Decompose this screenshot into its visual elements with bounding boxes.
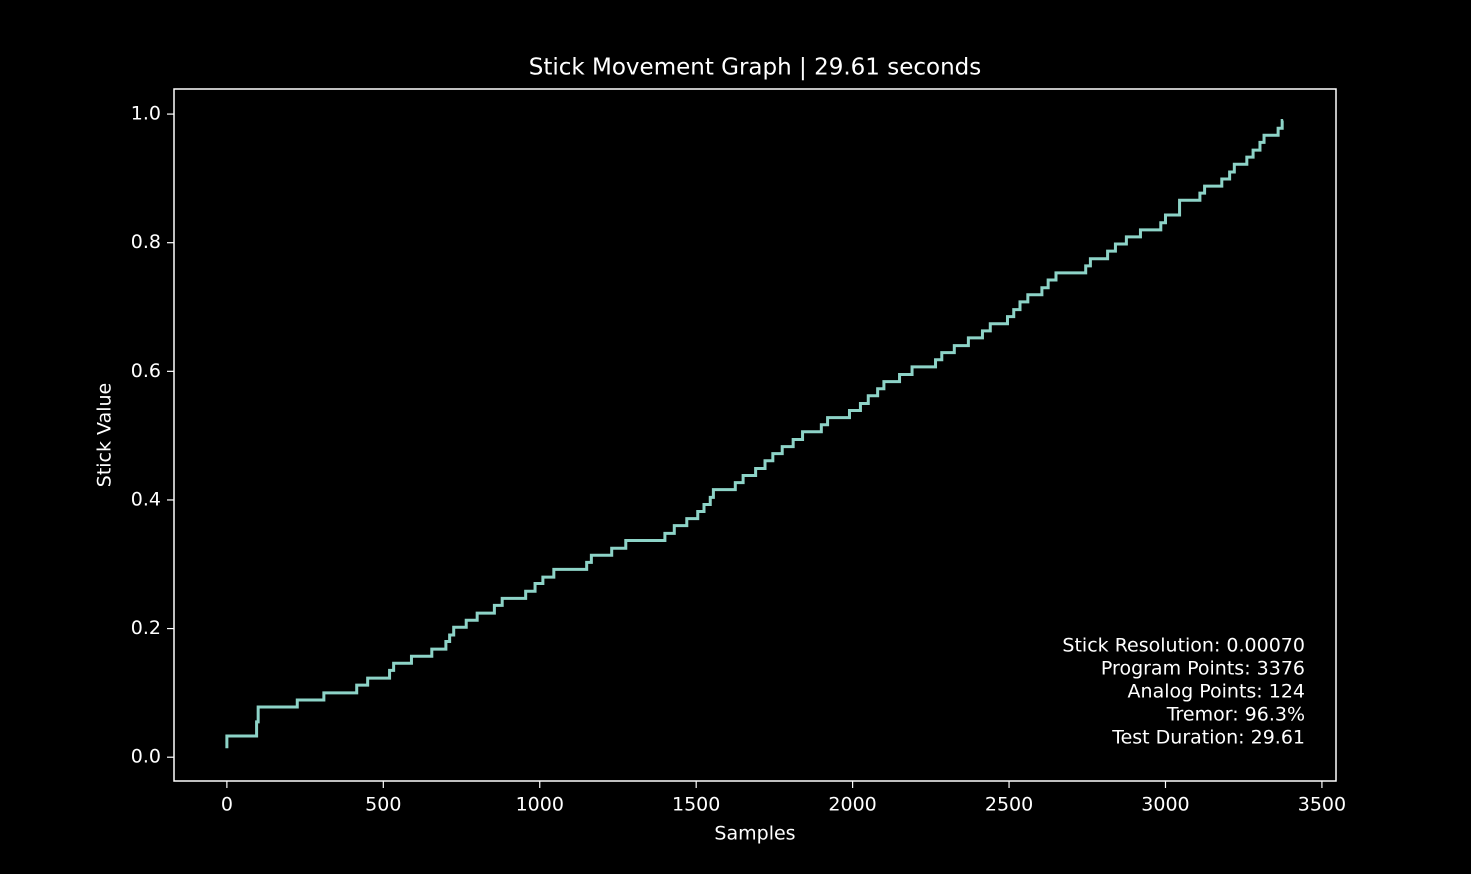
y-tick-label: 0.4 — [131, 488, 161, 510]
data-line — [225, 119, 1284, 749]
y-tick-label: 0.2 — [131, 617, 161, 639]
annotation: Test Duration: 29.61 — [1111, 727, 1305, 749]
y-tick-label: 0.8 — [131, 231, 161, 253]
x-tick-label: 3000 — [1141, 794, 1189, 816]
annotation: Program Points: 3376 — [1101, 658, 1305, 680]
plot-frame — [173, 88, 1337, 782]
x-tick-label: 2000 — [828, 794, 876, 816]
y-tick-label: 1.0 — [131, 103, 161, 125]
x-tick-label: 1500 — [672, 794, 720, 816]
y-tick-label: 0.0 — [131, 746, 161, 768]
x-tick-label: 2500 — [985, 794, 1033, 816]
x-axis-label: Samples — [714, 823, 795, 845]
annotation: Tremor: 96.3% — [1166, 704, 1305, 726]
annotation: Stick Resolution: 0.00070 — [1062, 635, 1305, 657]
x-tick-label: 3500 — [1298, 794, 1346, 816]
y-tick-label: 0.6 — [131, 360, 161, 382]
x-tick-label: 0 — [221, 794, 233, 816]
x-tick-label: 500 — [365, 794, 401, 816]
chart-title: Stick Movement Graph | 29.61 seconds — [529, 55, 982, 81]
x-tick-label: 1000 — [516, 794, 564, 816]
annotation: Analog Points: 124 — [1128, 681, 1305, 703]
y-axis-label: Stick Value — [94, 383, 116, 487]
